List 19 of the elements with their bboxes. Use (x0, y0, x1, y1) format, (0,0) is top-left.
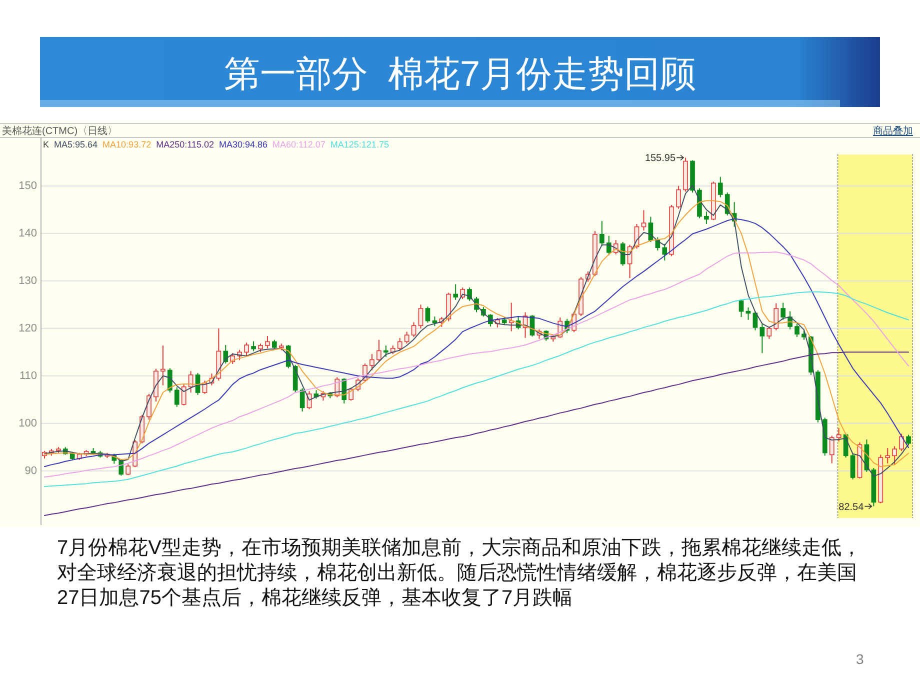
y-tick-label: 100 (18, 417, 37, 430)
y-tick-label: 150 (18, 180, 37, 192)
annotation: K (43, 140, 50, 150)
y-tick-label: 110 (19, 370, 37, 382)
y-tick-label: 120 (18, 322, 37, 334)
annotation: 155.95 (644, 153, 676, 164)
text: 7月份棉花V型走势，在市场预期美联储加息前，大宗商品和原油下跌，拖累棉花继续走低，对全球经济衰退的担忧持续，棉花创出新低。随后恐慌性情绪缓解，棉花逐步反弹，在美国27日加息75个基点后，棉花继续反弹，基本收复了7月跌幅 (57, 536, 862, 611)
line-series (44, 251, 910, 478)
y-tick-label: 140 (18, 227, 37, 240)
line-series (44, 291, 910, 488)
y-tick-label: 130 (18, 274, 37, 287)
line-series (44, 352, 910, 516)
text: 商品叠加 (873, 125, 913, 137)
chart-subtitle: 美棉花连(CTMC)〈日线〉 (2, 125, 118, 137)
text: 3 (856, 651, 864, 667)
chart-title: 第一部分 棉花7月份走势回顾 (224, 53, 696, 94)
y-tick-label: 90 (24, 464, 37, 477)
annotation: 82.54 (838, 502, 864, 513)
legend: MA5:95.64 MA10:93.72 MA250:115.02 MA30:94.86 MA60:112.07 MA125:121.75 (54, 140, 389, 150)
